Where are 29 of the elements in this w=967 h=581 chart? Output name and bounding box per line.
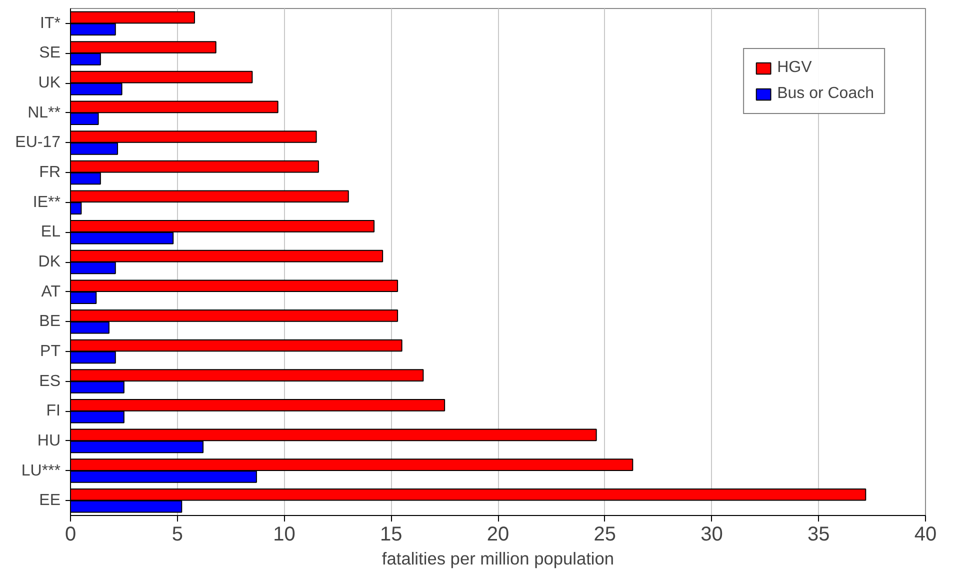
y-tick-label: ES (39, 372, 60, 390)
y-tick-label: EU-17 (15, 134, 61, 152)
x-axis-title: fatalities per million population (382, 548, 614, 568)
y-tick-label: FR (39, 164, 60, 182)
y-tick-label: SE (39, 44, 60, 62)
x-tick-label: 15 (380, 524, 402, 546)
x-tick-label: 25 (594, 524, 616, 546)
y-tick-label: UK (38, 74, 61, 92)
y-tick-label: DK (38, 254, 61, 270)
legend-label: HGV (777, 59, 812, 77)
y-tick-label: HU (37, 432, 60, 450)
y-tick-label: EL (40, 224, 61, 241)
y-tick-label: EE (39, 492, 60, 510)
y-tick-label: NL** (28, 104, 60, 122)
y-tick-label: BE (39, 313, 60, 330)
y-tick-label: LU*** (21, 462, 61, 480)
y-tick-label: IT* (40, 14, 61, 32)
x-tick-label: 35 (808, 524, 830, 546)
y-tick-label: PT (40, 342, 61, 360)
y-tick-label: AT (41, 283, 61, 300)
x-tick-label: 0 (64, 524, 76, 546)
x-tick-label: 20 (486, 524, 510, 546)
legend-label: Bus or Coach (777, 85, 874, 103)
x-tick-label: 5 (172, 524, 183, 546)
x-tick-label: 40 (914, 524, 937, 546)
x-tick-label: 10 (273, 524, 296, 546)
x-tick-label: 30 (700, 524, 723, 546)
y-tick-label: IE** (32, 194, 61, 211)
y-tick-label: FI (46, 402, 60, 420)
